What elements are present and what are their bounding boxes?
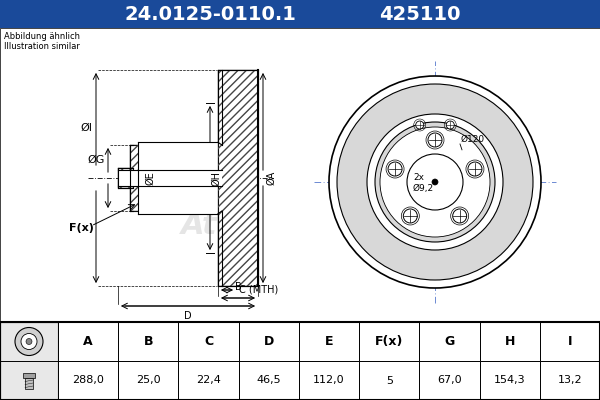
Text: Illustration similar: Illustration similar [4,42,80,51]
Bar [118,168,133,188]
Bar [299,361,359,400]
Circle shape [468,162,482,176]
Text: ØH: ØH [211,170,221,186]
Bar [540,322,600,361]
Circle shape [403,209,418,223]
Text: Ate: Ate [181,210,239,240]
Circle shape [452,209,467,223]
Bar [138,142,218,214]
Bar [0,28,600,322]
Bar [118,322,178,361]
Text: 25,0: 25,0 [136,376,161,386]
Circle shape [380,127,490,237]
Bar [118,361,178,400]
Bar [239,322,299,361]
Circle shape [26,338,32,344]
Text: 288,0: 288,0 [72,376,104,386]
Text: Ate: Ate [366,216,444,258]
Text: G: G [445,335,455,348]
Bar [479,322,540,361]
Bar [359,322,419,361]
Bar [58,361,118,400]
Bar [218,70,258,286]
Bar [25,378,33,388]
Text: ØI: ØI [80,123,92,133]
Text: F(x): F(x) [375,335,403,348]
Bar [359,361,419,400]
Bar [218,70,258,286]
Text: H: H [505,335,515,348]
Bar [540,361,600,400]
Circle shape [388,162,402,176]
Text: 13,2: 13,2 [557,376,582,386]
Circle shape [416,121,424,129]
Text: Abbildung ähnlich: Abbildung ähnlich [4,32,80,41]
Text: D: D [184,311,192,321]
Bar [23,372,35,378]
Circle shape [367,114,503,250]
Bar [0,322,600,400]
Circle shape [428,133,442,147]
Bar [178,322,239,361]
Text: 5: 5 [386,376,393,386]
Text: 67,0: 67,0 [437,376,462,386]
Text: B: B [143,335,153,348]
Bar [178,361,239,400]
Text: C: C [204,335,213,348]
Circle shape [375,122,495,242]
Text: ØE: ØE [145,171,155,185]
Text: 154,3: 154,3 [494,376,526,386]
Text: 22,4: 22,4 [196,376,221,386]
Text: 425110: 425110 [379,4,461,24]
Bar [479,361,540,400]
Bar [419,322,479,361]
Circle shape [446,121,454,129]
Text: B: B [235,282,241,292]
Circle shape [329,76,541,288]
Text: A: A [83,335,93,348]
Text: 2x: 2x [413,172,424,182]
Circle shape [407,154,463,210]
Circle shape [337,84,533,280]
Text: D: D [263,335,274,348]
Bar [419,361,479,400]
Circle shape [15,328,43,356]
Text: Ø120: Ø120 [461,134,485,144]
Bar [130,145,222,211]
Text: 112,0: 112,0 [313,376,345,386]
Text: ØG: ØG [88,155,104,165]
Text: ØA: ØA [266,171,276,185]
Bar [58,322,118,361]
Bar [118,170,222,186]
Bar [118,168,133,188]
Bar [299,322,359,361]
Circle shape [21,334,37,350]
Text: Ø9,2: Ø9,2 [413,184,434,194]
Circle shape [432,179,438,185]
Text: E: E [325,335,333,348]
Text: F(x): F(x) [68,223,94,233]
Bar [0,0,600,28]
Text: 46,5: 46,5 [256,376,281,386]
Bar [0,322,600,400]
Bar [239,361,299,400]
Text: 24.0125-0110.1: 24.0125-0110.1 [124,4,296,24]
Bar [0,322,58,400]
Text: C (MTH): C (MTH) [239,285,278,295]
Bar [130,145,222,211]
Text: I: I [568,335,572,348]
